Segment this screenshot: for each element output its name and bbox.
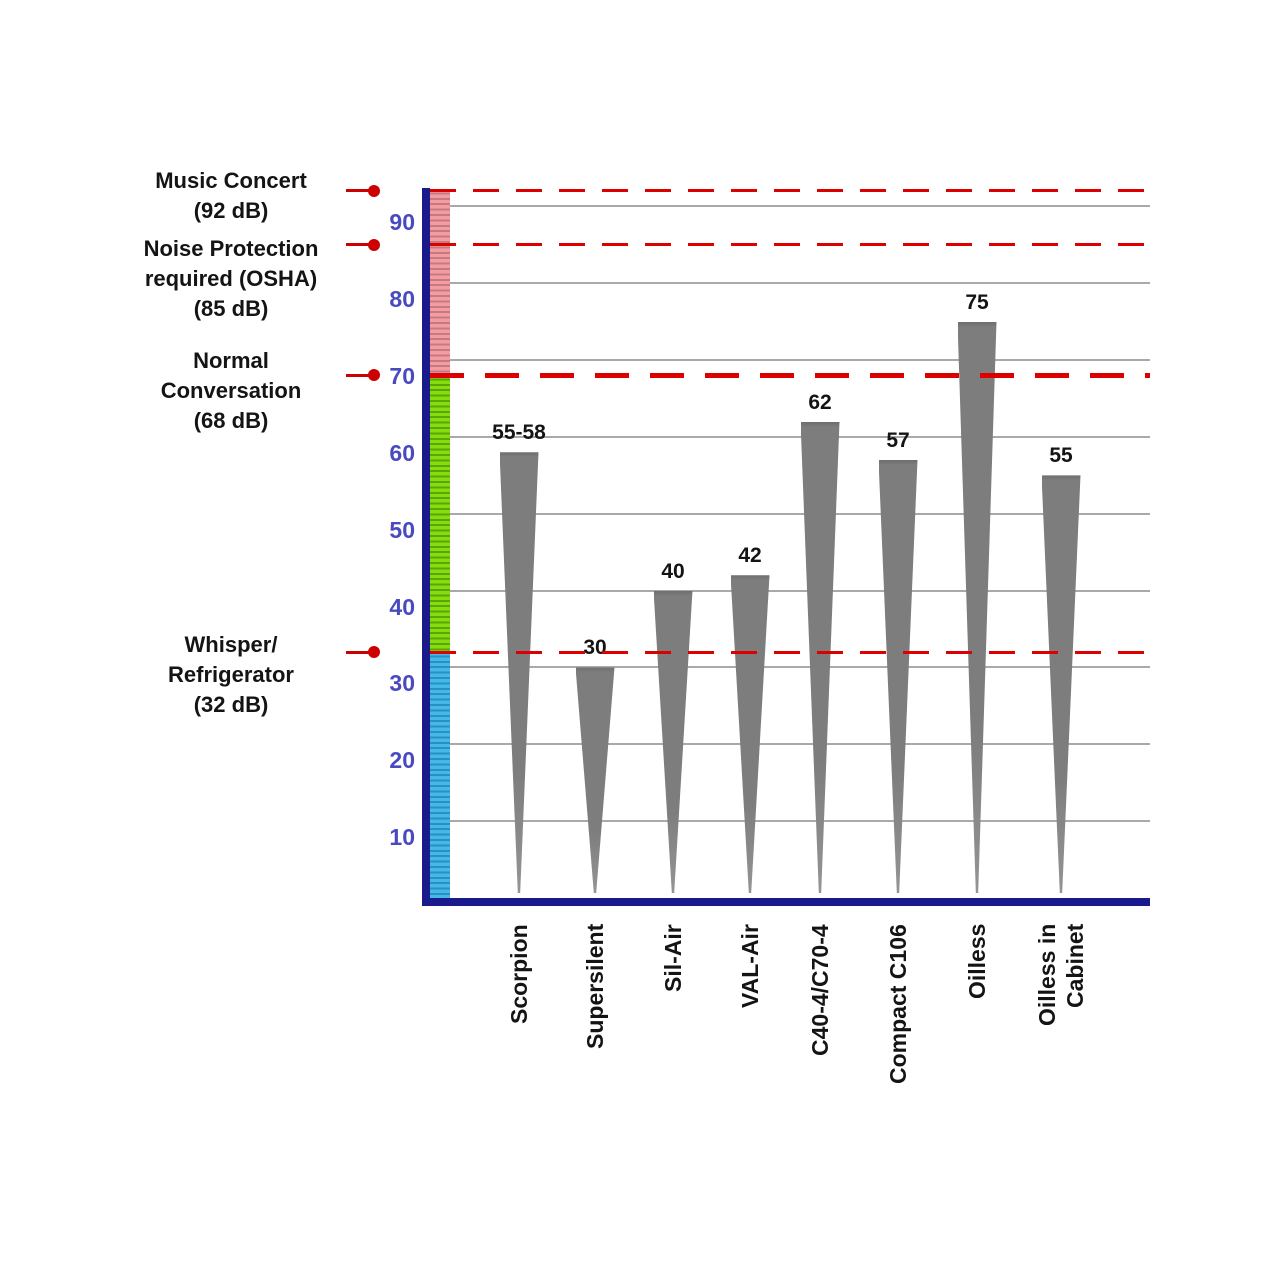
y-tick-label: 10 [389,824,415,851]
reference-annotation-line: Normal [193,348,269,373]
bar-compact-c106 [878,459,918,893]
reference-annotation-line: (92 dB) [193,198,269,223]
y-tick-label: 20 [389,747,415,774]
bar-scorpion [499,452,539,893]
gridline-70 [450,359,1150,362]
x-axis-label: Supersilent [582,924,608,1050]
x-axis-label: Scorpion [506,924,532,1024]
y-tick-label: 70 [389,363,415,390]
bar-value-label: 75 [965,290,989,314]
y-tick-label: 90 [389,209,415,236]
arrow-icon [346,189,373,193]
reference-annotation-line: Refrigerator [168,662,294,687]
reference-line-32db [430,650,1150,654]
bar-value-label: 62 [808,390,832,414]
y-tick-label: 50 [389,516,415,543]
reference-annotation: Normal Conversation (68 dB) [112,346,350,436]
arrow-dot-icon [368,238,380,251]
x-axis-line [422,898,1150,906]
bar-c40-4/c70-4 [800,421,840,893]
bar-value-label: 57 [886,428,910,452]
x-axis-label: Compact C106 [885,924,911,1084]
y-tick-label: 40 [389,593,415,620]
y-tick-label: 60 [389,439,415,466]
bar-value-label: 30 [583,636,607,660]
arrow-icon [346,650,373,654]
gridline-10 [450,820,1150,823]
x-axis-label: Oilless [964,924,990,1000]
reference-annotation: Music Concert (92 dB) [112,166,350,226]
reference-line-85db [430,243,1150,247]
bar-oilless-in-cabinet [1041,475,1081,893]
reference-annotation: Whisper/Refrigerator (32 dB) [112,630,350,720]
y-tick-label: 30 [389,670,415,697]
bar-value-label: 42 [738,544,762,568]
bar-oilless [957,321,997,893]
scale-band-moderate-zone [430,375,450,653]
reference-line-68db [430,372,1150,378]
bar-sil-air [653,590,693,893]
scale-band-loud-zone [430,189,450,376]
arrow-dot-icon [368,369,380,382]
gridline-90 [450,205,1150,208]
arrow-dot-icon [368,646,380,659]
reference-annotation-line: Noise Protection [143,236,319,261]
bar-val-air [730,575,770,893]
arrow-icon [346,373,373,377]
y-axis-line [422,188,430,906]
gridline-20 [450,743,1150,746]
reference-annotation-line: (32 dB) [193,692,269,717]
reference-annotation-line: required (OSHA) [144,266,318,291]
bar-value-label: 40 [661,559,685,583]
x-axis-label: VAL-Air [737,924,763,1008]
scale-band-quiet-zone [430,652,450,898]
reference-annotation-line: Whisper/ [184,632,278,657]
reference-annotation-line: Conversation [160,378,302,403]
bar-supersilent [575,667,615,893]
reference-annotation-line: (68 dB) [193,408,269,433]
reference-annotation-line: Music Concert [155,168,307,193]
reference-annotation-line: (85 dB) [193,296,269,321]
y-tick-label: 80 [389,286,415,313]
bar-value-label: 55 [1049,444,1073,468]
x-axis-label: C40-4/C70-4 [807,924,833,1056]
gridline-60 [450,435,1150,438]
bar-value-label: 55-58 [492,421,546,445]
gridline-50 [450,512,1150,515]
x-axis-label: Sil-Air [660,924,686,992]
reference-annotation: Noise Protection required (OSHA) (85 dB) [112,234,350,324]
reference-line-92db [430,189,1150,193]
gridline-80 [450,282,1150,285]
gridline-30 [450,666,1150,669]
arrow-icon [346,243,373,247]
x-axis-label: Oilless in Cabinet [1034,924,1088,1027]
arrow-dot-icon [368,184,380,197]
gridline-40 [450,589,1150,592]
